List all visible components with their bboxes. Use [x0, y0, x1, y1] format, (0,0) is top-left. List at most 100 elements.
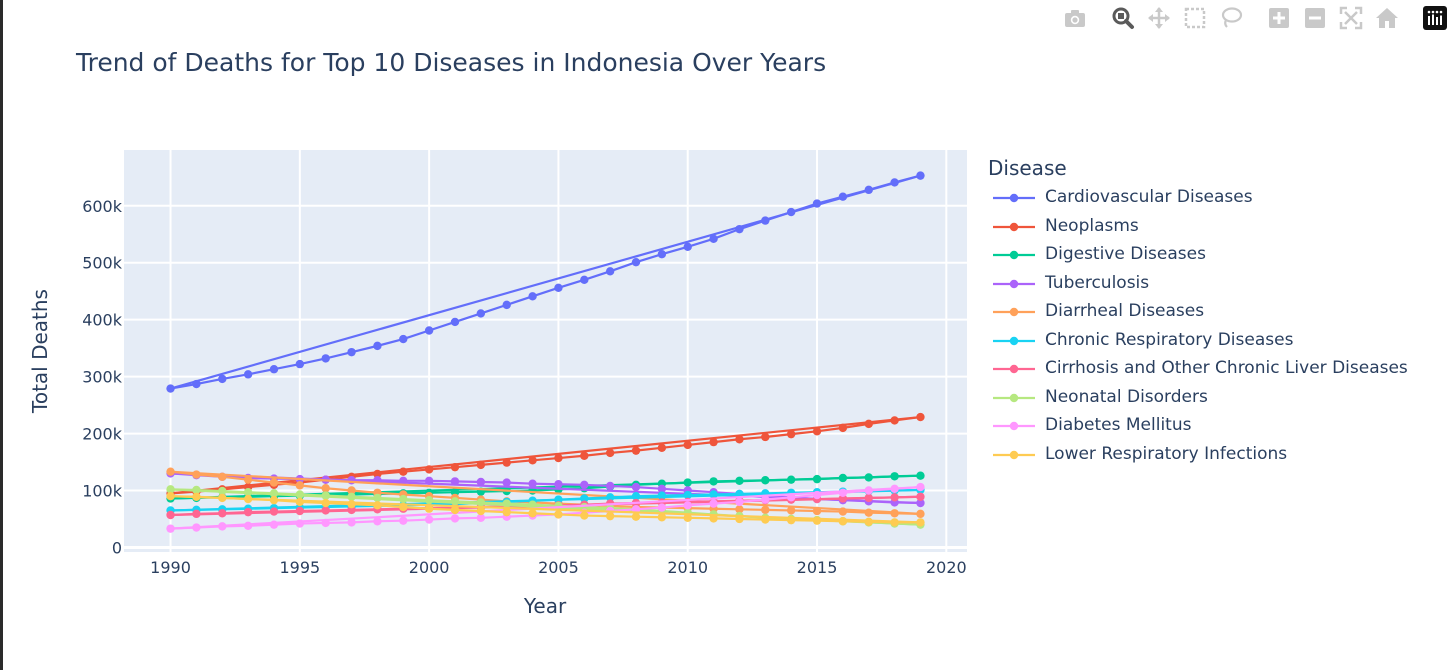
- data-point[interactable]: [476, 513, 486, 523]
- data-point[interactable]: [580, 494, 589, 503]
- data-point[interactable]: [838, 517, 848, 526]
- data-point[interactable]: [890, 178, 899, 187]
- data-point[interactable]: [554, 480, 563, 489]
- data-point[interactable]: [683, 478, 692, 487]
- data-point[interactable]: [218, 522, 227, 531]
- data-point[interactable]: [580, 511, 589, 520]
- data-point[interactable]: [528, 509, 537, 518]
- data-point[interactable]: [399, 334, 408, 344]
- data-point[interactable]: [890, 472, 899, 481]
- series-line[interactable]: [170, 485, 921, 530]
- data-point[interactable]: [243, 507, 253, 517]
- lasso-select-icon[interactable]: [1219, 6, 1243, 30]
- data-point[interactable]: [528, 456, 537, 465]
- autoscale-icon[interactable]: [1339, 6, 1363, 30]
- data-point[interactable]: [399, 467, 408, 476]
- data-point[interactable]: [812, 490, 822, 500]
- legend-item[interactable]: Digestive Diseases: [988, 243, 1448, 272]
- legend-item[interactable]: Cardiovascular Diseases: [988, 186, 1448, 215]
- data-point[interactable]: [683, 513, 692, 523]
- data-point[interactable]: [269, 365, 279, 374]
- series-lower-respiratory-infections[interactable]: [166, 491, 925, 527]
- plotly-logo-icon[interactable]: [1423, 6, 1447, 30]
- zoom-icon[interactable]: [1111, 6, 1135, 30]
- data-point[interactable]: [450, 317, 460, 327]
- data-point[interactable]: [657, 491, 667, 500]
- data-point[interactable]: [838, 488, 848, 497]
- series-line[interactable]: [170, 415, 921, 495]
- data-point[interactable]: [476, 460, 486, 470]
- data-point[interactable]: [812, 516, 822, 525]
- data-point[interactable]: [735, 514, 744, 524]
- data-point[interactable]: [761, 216, 770, 225]
- data-point[interactable]: [269, 495, 279, 505]
- data-point[interactable]: [735, 435, 744, 444]
- data-point[interactable]: [502, 458, 511, 467]
- legend-item[interactable]: Neoplasms: [988, 215, 1448, 244]
- data-point[interactable]: [218, 493, 227, 503]
- legend-item[interactable]: Cirrhosis and Other Chronic Liver Diseas…: [988, 357, 1448, 386]
- data-point[interactable]: [657, 503, 667, 512]
- data-point[interactable]: [502, 300, 511, 310]
- data-point[interactable]: [450, 477, 460, 486]
- data-point[interactable]: [166, 510, 175, 520]
- data-point[interactable]: [631, 491, 641, 501]
- data-point[interactable]: [502, 507, 511, 517]
- data-point[interactable]: [450, 462, 460, 472]
- data-point[interactable]: [295, 481, 305, 490]
- data-point[interactable]: [838, 192, 848, 201]
- legend-item[interactable]: Diabetes Mellitus: [988, 414, 1448, 443]
- data-point[interactable]: [373, 493, 382, 503]
- data-point[interactable]: [424, 465, 434, 474]
- data-point[interactable]: [528, 479, 537, 488]
- data-point[interactable]: [321, 498, 330, 508]
- data-point[interactable]: [295, 490, 305, 499]
- data-point[interactable]: [295, 519, 305, 528]
- data-point[interactable]: [424, 326, 434, 335]
- data-point[interactable]: [605, 511, 615, 521]
- data-point[interactable]: [373, 469, 382, 479]
- data-point[interactable]: [502, 499, 511, 508]
- data-point[interactable]: [554, 453, 563, 463]
- data-point[interactable]: [761, 505, 770, 515]
- data-point[interactable]: [269, 520, 279, 529]
- data-point[interactable]: [243, 475, 253, 484]
- data-point[interactable]: [192, 485, 201, 495]
- pan-icon[interactable]: [1147, 6, 1171, 30]
- data-point[interactable]: [528, 500, 537, 509]
- data-point[interactable]: [657, 513, 667, 522]
- data-point[interactable]: [735, 505, 744, 514]
- data-point[interactable]: [347, 476, 356, 485]
- data-point[interactable]: [605, 493, 615, 502]
- data-point[interactable]: [890, 493, 899, 502]
- data-point[interactable]: [450, 497, 460, 506]
- series-line[interactable]: [170, 470, 921, 515]
- data-point[interactable]: [269, 507, 279, 516]
- data-point[interactable]: [916, 412, 925, 422]
- data-point[interactable]: [502, 478, 511, 487]
- data-point[interactable]: [786, 207, 796, 217]
- data-point[interactable]: [347, 499, 356, 509]
- data-point[interactable]: [192, 492, 201, 501]
- data-point[interactable]: [786, 515, 796, 525]
- data-point[interactable]: [864, 419, 873, 429]
- data-point[interactable]: [916, 498, 925, 508]
- series-neoplasms[interactable]: [166, 412, 925, 498]
- data-point[interactable]: [295, 506, 305, 516]
- data-point[interactable]: [864, 508, 873, 517]
- data-point[interactable]: [709, 477, 718, 486]
- data-point[interactable]: [269, 478, 279, 487]
- data-point[interactable]: [321, 484, 330, 493]
- legend-item[interactable]: Neonatal Disorders: [988, 386, 1448, 415]
- zoom-out-icon[interactable]: [1303, 6, 1327, 30]
- data-point[interactable]: [192, 470, 201, 479]
- data-point[interactable]: [373, 517, 382, 526]
- data-point[interactable]: [424, 495, 434, 505]
- data-point[interactable]: [631, 257, 641, 267]
- data-point[interactable]: [347, 518, 356, 527]
- data-point[interactable]: [166, 491, 175, 501]
- data-point[interactable]: [450, 514, 460, 523]
- data-point[interactable]: [890, 484, 899, 493]
- data-point[interactable]: [243, 370, 253, 379]
- data-point[interactable]: [657, 250, 667, 259]
